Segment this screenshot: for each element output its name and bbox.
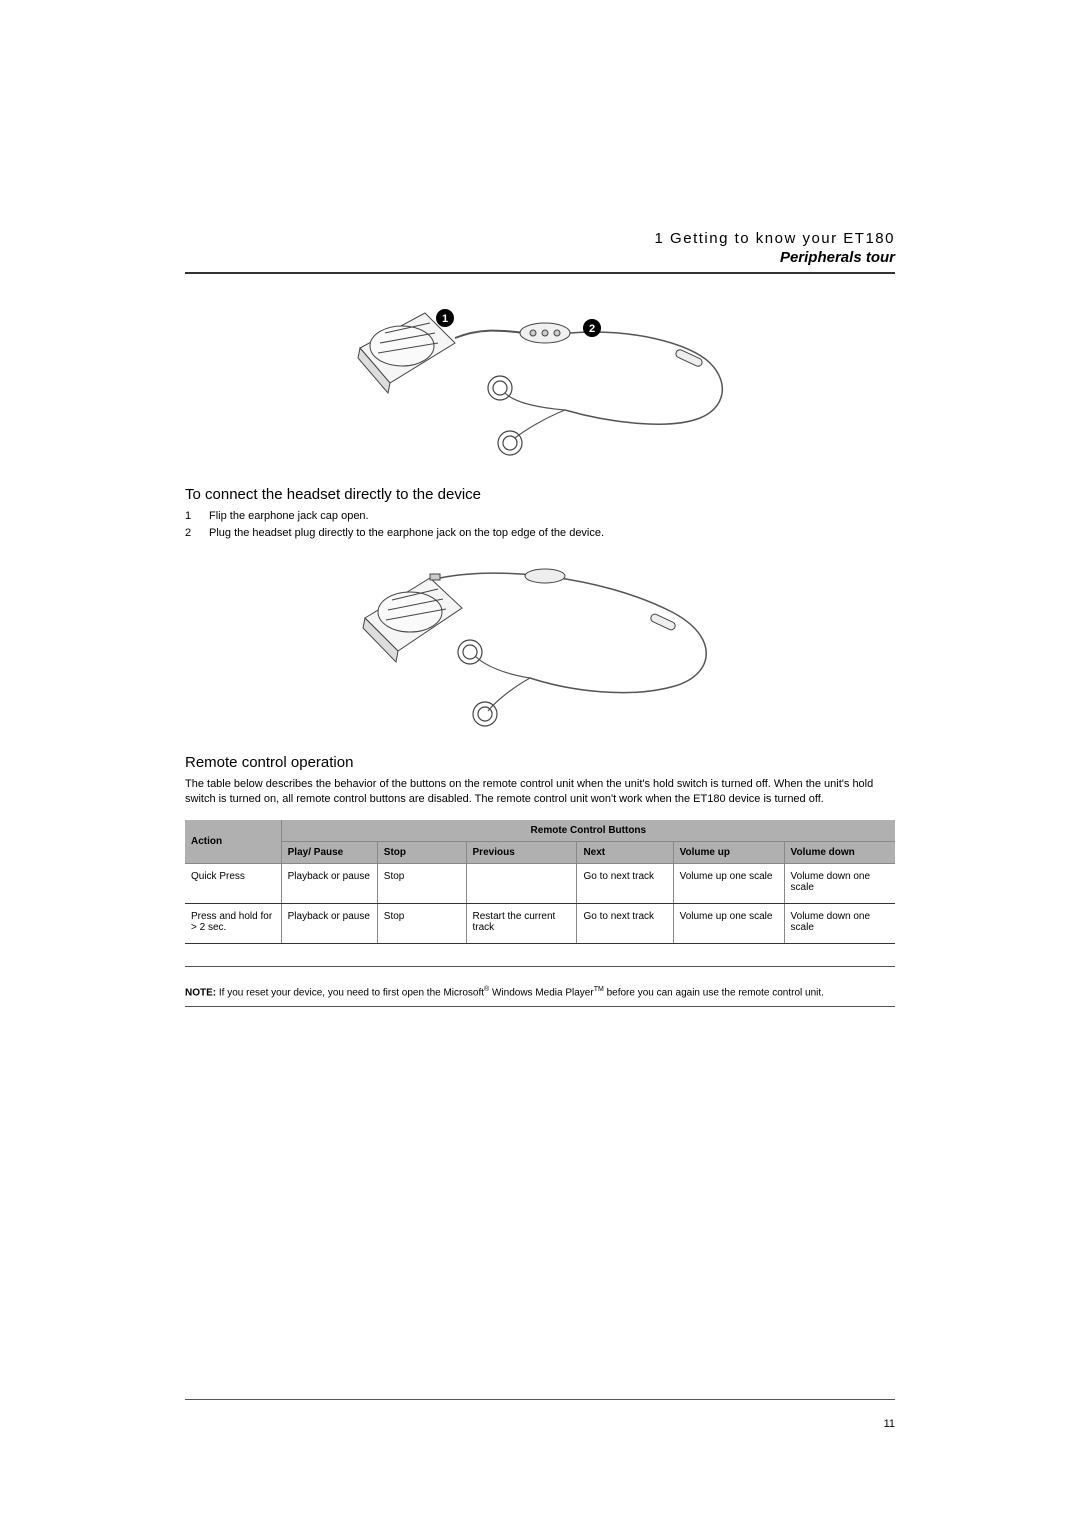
svg-text:2: 2: [589, 323, 595, 335]
cell-action: Press and hold for > 2 sec.: [185, 904, 281, 944]
heading-connect-headset: To connect the headset directly to the d…: [185, 486, 895, 503]
table-col-play: Play/ Pause: [281, 842, 377, 864]
page-number: 11: [884, 1418, 895, 1430]
step-text: Flip the earphone jack cap open.: [209, 509, 369, 524]
table-row: Quick Press Playback or pause Stop Go to…: [185, 864, 895, 904]
cell: Stop: [377, 904, 466, 944]
step-number: 2: [185, 526, 209, 541]
step-item: 1 Flip the earphone jack cap open.: [185, 509, 895, 524]
step-item: 2 Plug the headset plug directly to the …: [185, 526, 895, 541]
illustration-headset-remote: 1 2: [185, 288, 895, 468]
page-header: 1 Getting to know your ET180 Peripherals…: [185, 230, 895, 266]
cell: Stop: [377, 864, 466, 904]
note-rule-bottom: [185, 1006, 895, 1007]
header-rule: [185, 272, 895, 274]
footer-rule: [185, 1399, 895, 1400]
document-page: 1 Getting to know your ET180 Peripherals…: [0, 0, 1080, 1528]
cell: [466, 864, 577, 904]
section-title: Peripherals tour: [185, 249, 895, 266]
cell: Volume up one scale: [673, 904, 784, 944]
cell: Volume down one scale: [784, 864, 895, 904]
remote-control-table: Action Remote Control Buttons Play/ Paus…: [185, 820, 895, 944]
note-rule-top: [185, 966, 895, 967]
cell: Restart the current track: [466, 904, 577, 944]
table-col-next: Next: [577, 842, 673, 864]
svg-text:1: 1: [442, 313, 448, 325]
cell-action: Quick Press: [185, 864, 281, 904]
cell: Playback or pause: [281, 864, 377, 904]
cell: Volume up one scale: [673, 864, 784, 904]
note-text: Windows Media Player: [489, 988, 593, 999]
table-col-volup: Volume up: [673, 842, 784, 864]
heading-remote-operation: Remote control operation: [185, 754, 895, 771]
table-header-group: Remote Control Buttons: [281, 820, 895, 842]
note-text: before you can again use the remote cont…: [604, 988, 824, 999]
table-col-voldown: Volume down: [784, 842, 895, 864]
step-text: Plug the headset plug directly to the ea…: [209, 526, 604, 541]
cell: Volume down one scale: [784, 904, 895, 944]
cell: Playback or pause: [281, 904, 377, 944]
table-header-action: Action: [185, 820, 281, 864]
note-label: NOTE:: [185, 988, 216, 999]
note-text: If you reset your device, you need to fi…: [219, 988, 484, 999]
table-col-stop: Stop: [377, 842, 466, 864]
cell: Go to next track: [577, 864, 673, 904]
chapter-title: 1 Getting to know your ET180: [185, 230, 895, 247]
trademark-mark: TM: [594, 986, 604, 993]
intro-paragraph: The table below describes the behavior o…: [185, 777, 895, 807]
cell: Go to next track: [577, 904, 673, 944]
step-number: 1: [185, 509, 209, 524]
table-row: Press and hold for > 2 sec. Playback or …: [185, 904, 895, 944]
steps-list: 1 Flip the earphone jack cap open. 2 Plu…: [185, 509, 895, 542]
illustration-headset-direct: [185, 556, 895, 736]
table-col-previous: Previous: [466, 842, 577, 864]
note-block: NOTE: If you reset your device, you need…: [185, 985, 895, 999]
